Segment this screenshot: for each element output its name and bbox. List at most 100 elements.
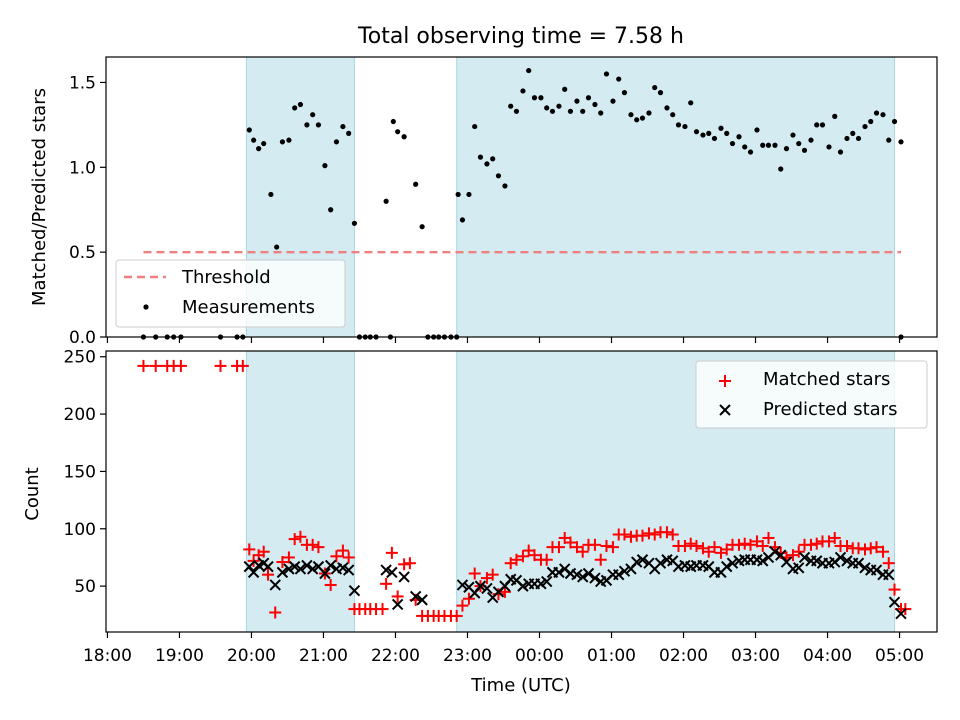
predicted-star-point bbox=[540, 575, 553, 588]
measurement-point bbox=[724, 130, 730, 136]
measurement-point bbox=[880, 112, 886, 118]
predicted-star-point bbox=[654, 557, 667, 569]
matched-star-point bbox=[276, 556, 289, 569]
bottom-x-tick-label: 21:00 bbox=[299, 646, 348, 666]
matched-star-point bbox=[306, 538, 319, 551]
matched-star-point bbox=[588, 538, 601, 551]
measurement-point bbox=[322, 163, 328, 169]
matched-star-point bbox=[324, 578, 337, 591]
measurement-point bbox=[549, 108, 556, 114]
figure-title: Total observing time = 7.58 h bbox=[357, 24, 684, 49]
predicted-star-point bbox=[589, 572, 601, 584]
bottom-plot-frame bbox=[105, 350, 938, 633]
bottom-x-tick-label: 03:00 bbox=[731, 646, 780, 666]
matched-star-point bbox=[882, 557, 895, 570]
measurement-point bbox=[477, 154, 484, 160]
predicted-star-point bbox=[456, 579, 469, 591]
bottom-x-tick-label: 01:00 bbox=[587, 646, 636, 666]
matched-star-point bbox=[642, 527, 655, 540]
bottom-panel: 50 100 150 200 250 18:00 19:00 20:00 21:00 22:00… bbox=[22, 348, 938, 696]
matched-star-point bbox=[810, 537, 823, 550]
matched-star-point bbox=[870, 541, 883, 554]
measurement-point bbox=[495, 173, 502, 179]
measurement-point bbox=[520, 88, 526, 94]
matched-star-point bbox=[462, 592, 475, 605]
measurement-point bbox=[765, 142, 772, 148]
matched-star-point bbox=[606, 541, 619, 554]
matched-star-point bbox=[214, 359, 227, 372]
predicted-star-point bbox=[883, 568, 895, 581]
matched-star-point bbox=[732, 538, 745, 551]
matched-star-point bbox=[540, 553, 553, 566]
bottom-y-tick-label: 100 bbox=[64, 520, 96, 540]
predicted-star-point bbox=[636, 554, 649, 566]
predicted-star-point bbox=[888, 596, 901, 608]
measurement-point bbox=[754, 127, 760, 133]
measurement-point bbox=[567, 108, 574, 114]
x-axis-label: Time (UTC) bbox=[470, 675, 571, 696]
top-x-ticks bbox=[106, 337, 901, 343]
matched-star-point bbox=[564, 536, 577, 549]
bottom-x-tick-label: 20:00 bbox=[227, 646, 276, 666]
measurement-point bbox=[538, 95, 544, 101]
bottom-legend-box bbox=[695, 360, 928, 429]
top-y-axis-label: Matched/Predicted stars bbox=[29, 88, 50, 306]
matched-star-point bbox=[594, 553, 607, 566]
measurement-point bbox=[778, 166, 784, 172]
measurement-point bbox=[592, 101, 598, 108]
matched-star-point bbox=[336, 544, 349, 557]
predicted-star-point bbox=[613, 568, 625, 581]
matched-star-point bbox=[624, 530, 637, 543]
measurement-point bbox=[873, 110, 880, 116]
predicted-star-point bbox=[416, 594, 428, 606]
measurement-point bbox=[616, 76, 622, 82]
predicted-star-point bbox=[852, 557, 865, 569]
measurement-point bbox=[634, 117, 640, 123]
measurement-point bbox=[390, 118, 396, 125]
measurement-point bbox=[351, 220, 358, 226]
matched-star-point bbox=[684, 537, 697, 550]
matched-star-point bbox=[498, 585, 511, 598]
measurement-point bbox=[401, 134, 407, 140]
predicted-star-point bbox=[386, 566, 398, 579]
measurement-point bbox=[814, 122, 820, 128]
measurement-point bbox=[837, 149, 844, 155]
bottom-y-tick-label: 250 bbox=[64, 348, 96, 368]
measurement-point bbox=[718, 125, 724, 131]
measurements-legend-swatch bbox=[143, 304, 149, 310]
matched-star-point bbox=[456, 599, 469, 612]
predicted-star-point bbox=[870, 564, 883, 576]
measurement-point bbox=[292, 105, 298, 111]
matched-legend-swatch bbox=[719, 375, 731, 387]
measurement-point bbox=[268, 191, 274, 198]
measurement-point bbox=[531, 95, 538, 101]
measurement-point bbox=[585, 95, 592, 101]
top-legend: Threshold Measurements bbox=[115, 259, 346, 328]
measurement-point bbox=[682, 123, 688, 130]
predicted-star-point bbox=[798, 551, 811, 564]
bottom-x-tick-label: 19:00 bbox=[155, 646, 204, 666]
measurement-point bbox=[844, 135, 850, 142]
measurement-point bbox=[297, 101, 304, 108]
bottom-x-tick-label: 00:00 bbox=[515, 646, 564, 666]
measurement-point bbox=[310, 112, 316, 118]
matched-star-point bbox=[243, 543, 256, 556]
matched-star-point bbox=[660, 526, 673, 539]
matched-star-point bbox=[486, 568, 499, 581]
predicted-star-point bbox=[262, 560, 274, 573]
measurement-point bbox=[688, 100, 694, 106]
measurement-point bbox=[383, 198, 389, 204]
bottom-x-ticks: 18:00 19:00 20:00 21:00 22:00 23:00 00:00 01:00… bbox=[83, 632, 924, 666]
predicted-star-point bbox=[769, 546, 781, 558]
measurement-point bbox=[413, 181, 419, 187]
measurement-point bbox=[796, 140, 802, 147]
measurement-point bbox=[855, 135, 862, 142]
measurement-point bbox=[790, 132, 796, 138]
measurement-point bbox=[736, 134, 742, 140]
measurement-point bbox=[886, 137, 892, 143]
measurement-point bbox=[556, 103, 562, 109]
matched-star-point bbox=[398, 558, 411, 571]
predicted-star-point bbox=[577, 571, 589, 583]
predicted-star-point bbox=[276, 566, 289, 579]
matched-star-point bbox=[756, 539, 769, 552]
